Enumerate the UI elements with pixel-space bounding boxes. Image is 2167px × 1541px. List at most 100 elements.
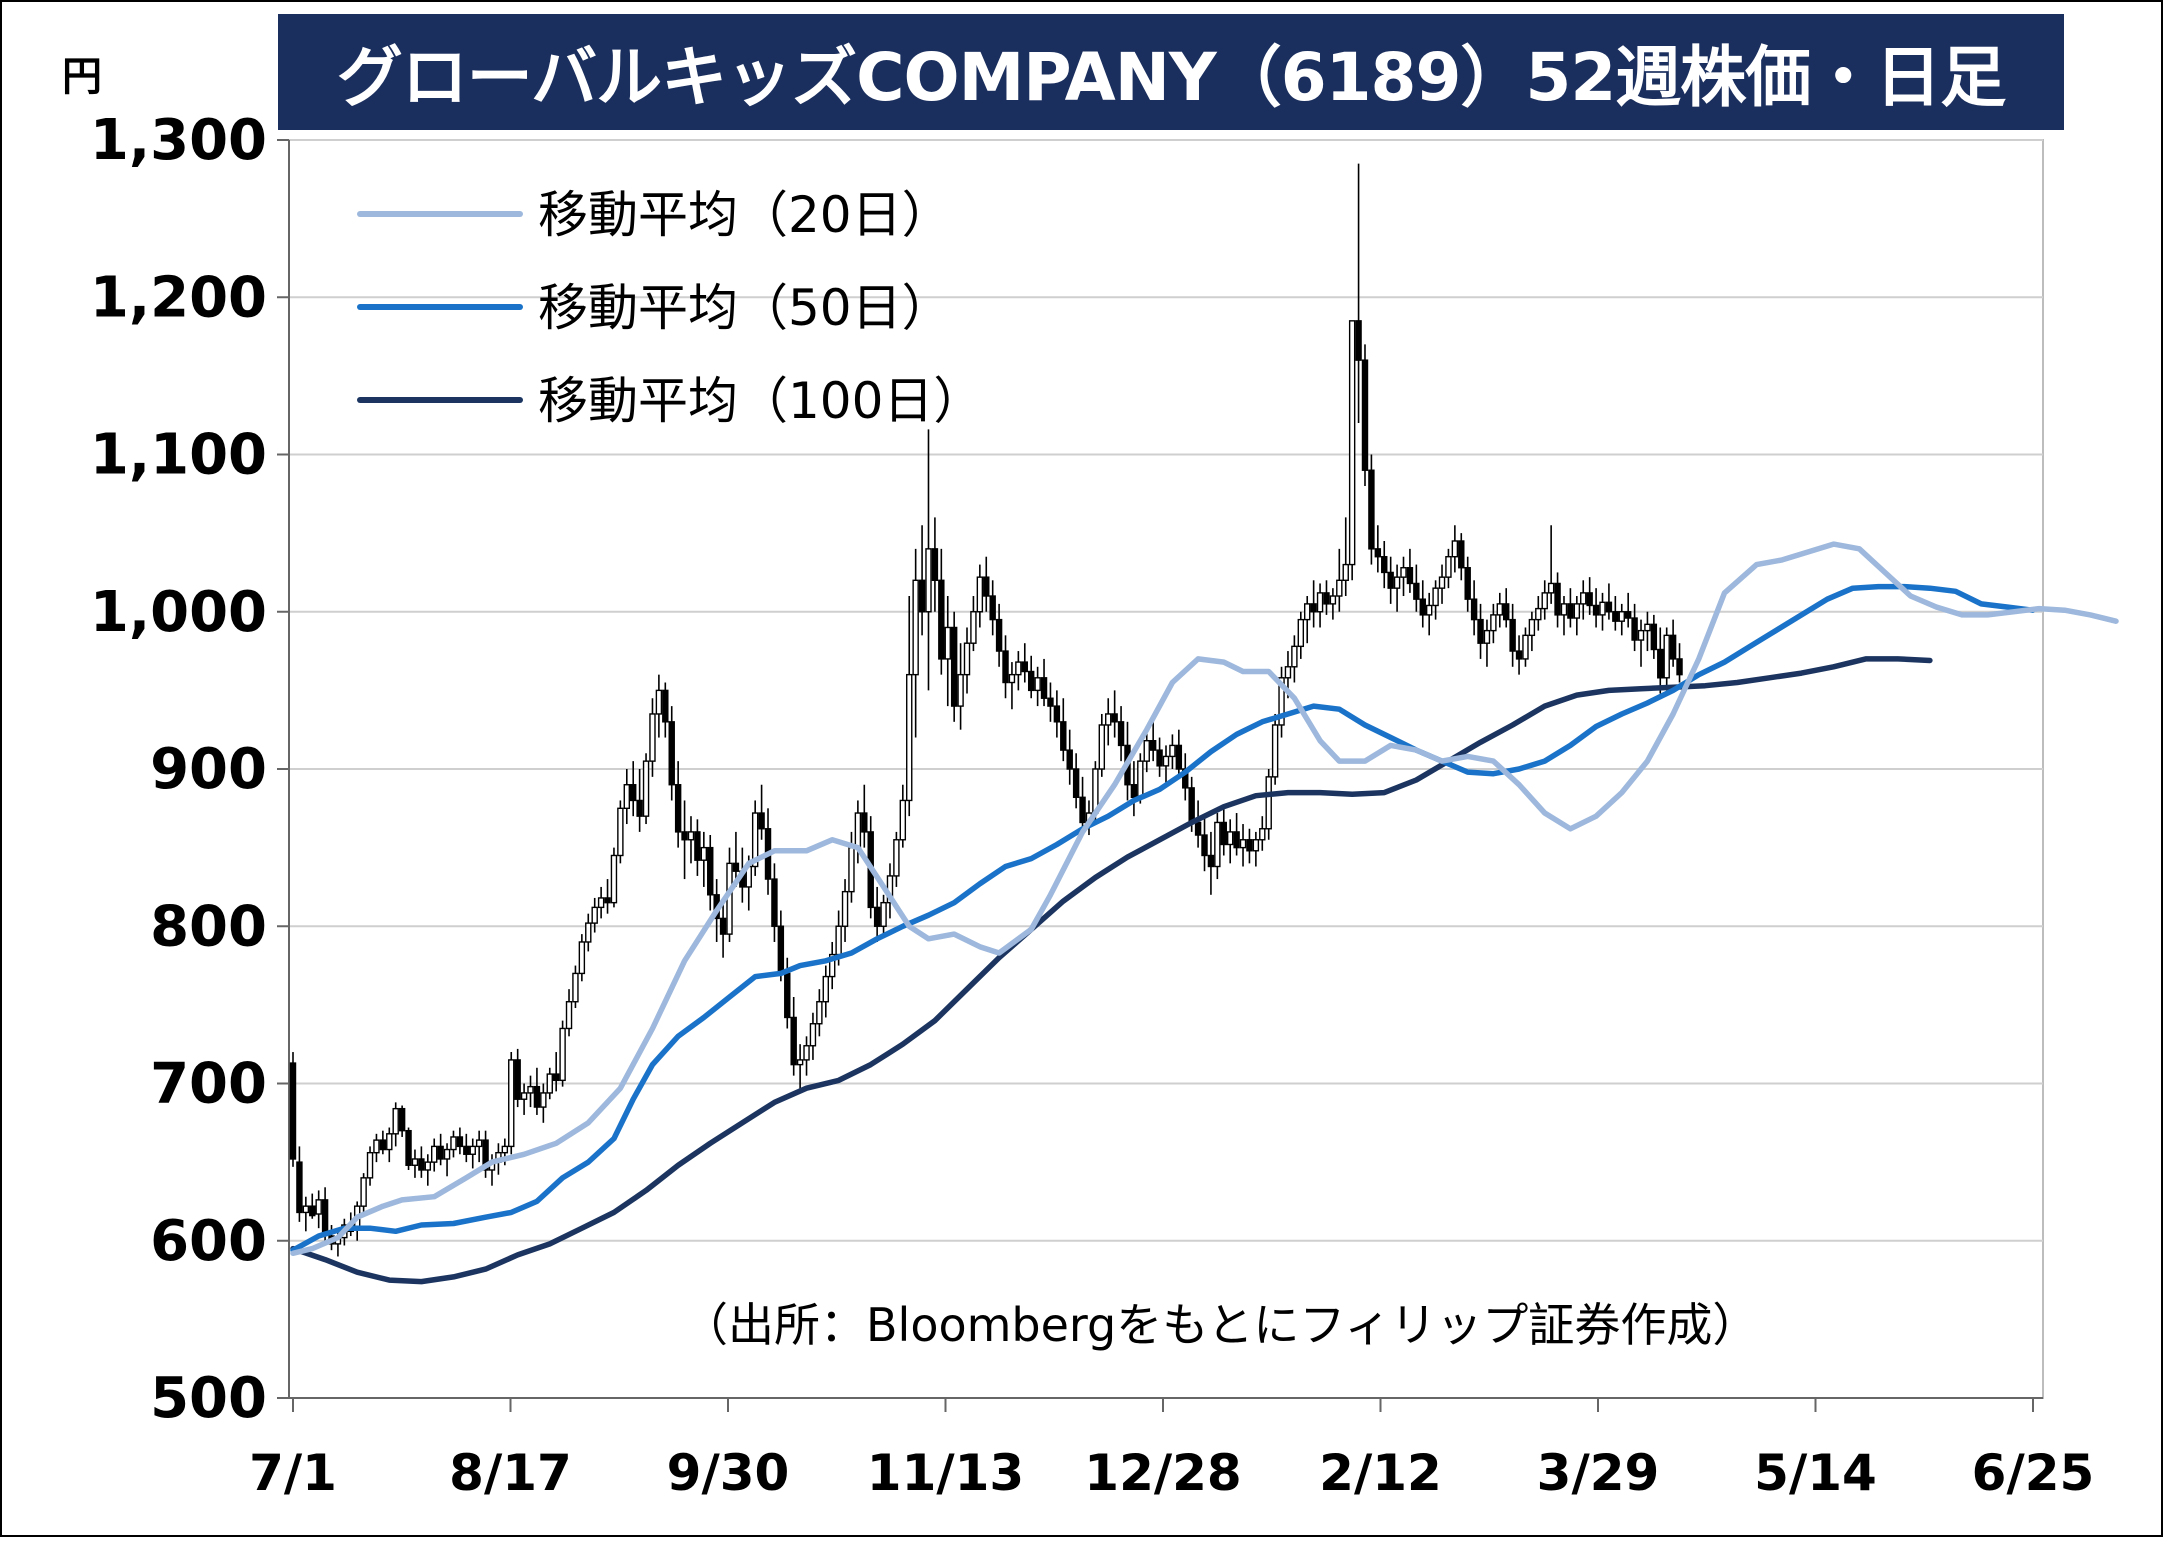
- candle: [309, 1193, 316, 1219]
- candle: [1175, 729, 1183, 777]
- candle: [707, 835, 714, 911]
- candle-body: [373, 1139, 380, 1154]
- candle-body: [296, 1161, 303, 1214]
- candle: [1502, 588, 1510, 628]
- candle: [572, 965, 579, 1009]
- y-tick-label: 900: [150, 737, 267, 802]
- candle-body: [1348, 320, 1356, 566]
- candle: [1047, 682, 1054, 722]
- candle-body: [1246, 839, 1253, 852]
- candle: [1631, 603, 1638, 652]
- candle: [751, 800, 759, 876]
- candle: [1496, 592, 1504, 628]
- candle-body: [501, 1145, 509, 1154]
- candle-body: [1490, 614, 1497, 632]
- candle: [527, 1075, 534, 1108]
- candle-body: [437, 1145, 444, 1160]
- candle: [674, 761, 682, 848]
- candle: [1226, 819, 1234, 864]
- candle-body: [1162, 755, 1170, 767]
- candle: [1252, 831, 1260, 867]
- candle: [1663, 627, 1670, 691]
- candle-body: [1502, 603, 1510, 621]
- candle: [1355, 163, 1362, 424]
- x-tick-label: 2/12: [1319, 1444, 1442, 1502]
- candle: [1130, 761, 1138, 817]
- candle: [373, 1133, 380, 1163]
- candle: [1535, 596, 1542, 631]
- candle-body: [1361, 359, 1369, 471]
- y-axis-ticks: 500 600 700 800 900 1,000 1,100 1,200 1,300: [90, 108, 289, 1431]
- candle: [398, 1105, 406, 1137]
- candle-body: [655, 689, 663, 715]
- candle-body: [1374, 548, 1382, 558]
- y-tick-label: 1,200: [90, 265, 267, 330]
- y-tick-label: 1,100: [90, 423, 267, 488]
- candle: [828, 941, 836, 990]
- candle-body: [1432, 587, 1439, 607]
- candle: [379, 1130, 387, 1155]
- candle: [1406, 548, 1414, 593]
- moving-average-lines: [290, 541, 2119, 1285]
- candle-body: [623, 784, 631, 810]
- candle-body: [1438, 576, 1446, 589]
- candle: [1304, 596, 1311, 644]
- candle: [1021, 643, 1028, 683]
- candle: [662, 682, 669, 738]
- candle: [970, 596, 977, 652]
- candle: [1381, 540, 1388, 589]
- candle: [1618, 603, 1625, 636]
- candle-body: [1669, 634, 1677, 660]
- candle: [552, 1052, 560, 1092]
- candle: [289, 1052, 297, 1167]
- candle-body: [1105, 713, 1112, 726]
- x-axis-ticks: 7/1 8/17 9/30 11/13 12/28 2/12 3/29 5/14 6/25: [249, 1398, 2094, 1502]
- legend: 移動平均（20日） 移動平均（50日） 移動平均（100日）: [357, 186, 983, 430]
- candle: [1400, 556, 1407, 597]
- candle-body: [1657, 648, 1664, 679]
- candle: [1098, 713, 1106, 777]
- candle-body: [1310, 603, 1317, 613]
- candle: [1214, 813, 1221, 880]
- candle-body: [938, 579, 945, 660]
- candle: [1592, 588, 1600, 628]
- candle-body: [617, 807, 624, 857]
- candle-body: [1284, 666, 1292, 679]
- candle-body: [848, 846, 855, 893]
- candle: [1676, 643, 1683, 683]
- candle-body: [1644, 623, 1651, 632]
- candle: [649, 698, 656, 777]
- candle-body: [1271, 724, 1279, 778]
- candle: [636, 769, 643, 832]
- candle-body: [1477, 618, 1484, 644]
- candle: [456, 1127, 464, 1155]
- candle-body: [578, 941, 586, 975]
- candle-body: [1400, 567, 1407, 578]
- candle-body: [1560, 603, 1568, 616]
- candle: [1528, 611, 1536, 652]
- candle-body: [1239, 839, 1247, 849]
- candle-body: [732, 862, 740, 872]
- candle-body: [1355, 320, 1362, 361]
- candle: [1034, 666, 1041, 707]
- candle-body: [1509, 618, 1516, 652]
- source-note: （出所：Bloombergをもとにフィリップ証券作成）: [682, 1298, 1758, 1352]
- candle-body: [841, 890, 849, 927]
- candle: [514, 1048, 521, 1108]
- candle-body: [1535, 607, 1542, 621]
- candle: [411, 1149, 419, 1178]
- candle-body: [1015, 661, 1022, 676]
- x-tick-label: 5/14: [1754, 1444, 1877, 1502]
- grid-lines: [288, 139, 2044, 1399]
- candle-body: [668, 721, 675, 786]
- candle-body: [591, 906, 598, 924]
- candle-body: [873, 906, 881, 927]
- candle-body: [418, 1158, 425, 1171]
- candle: [809, 1012, 817, 1060]
- candle: [482, 1130, 489, 1178]
- candle: [1220, 808, 1227, 856]
- candle-body: [1098, 724, 1106, 770]
- x-tick-label: 6/25: [1972, 1444, 2095, 1502]
- candle-body: [1201, 834, 1208, 857]
- candle-body: [1021, 661, 1028, 673]
